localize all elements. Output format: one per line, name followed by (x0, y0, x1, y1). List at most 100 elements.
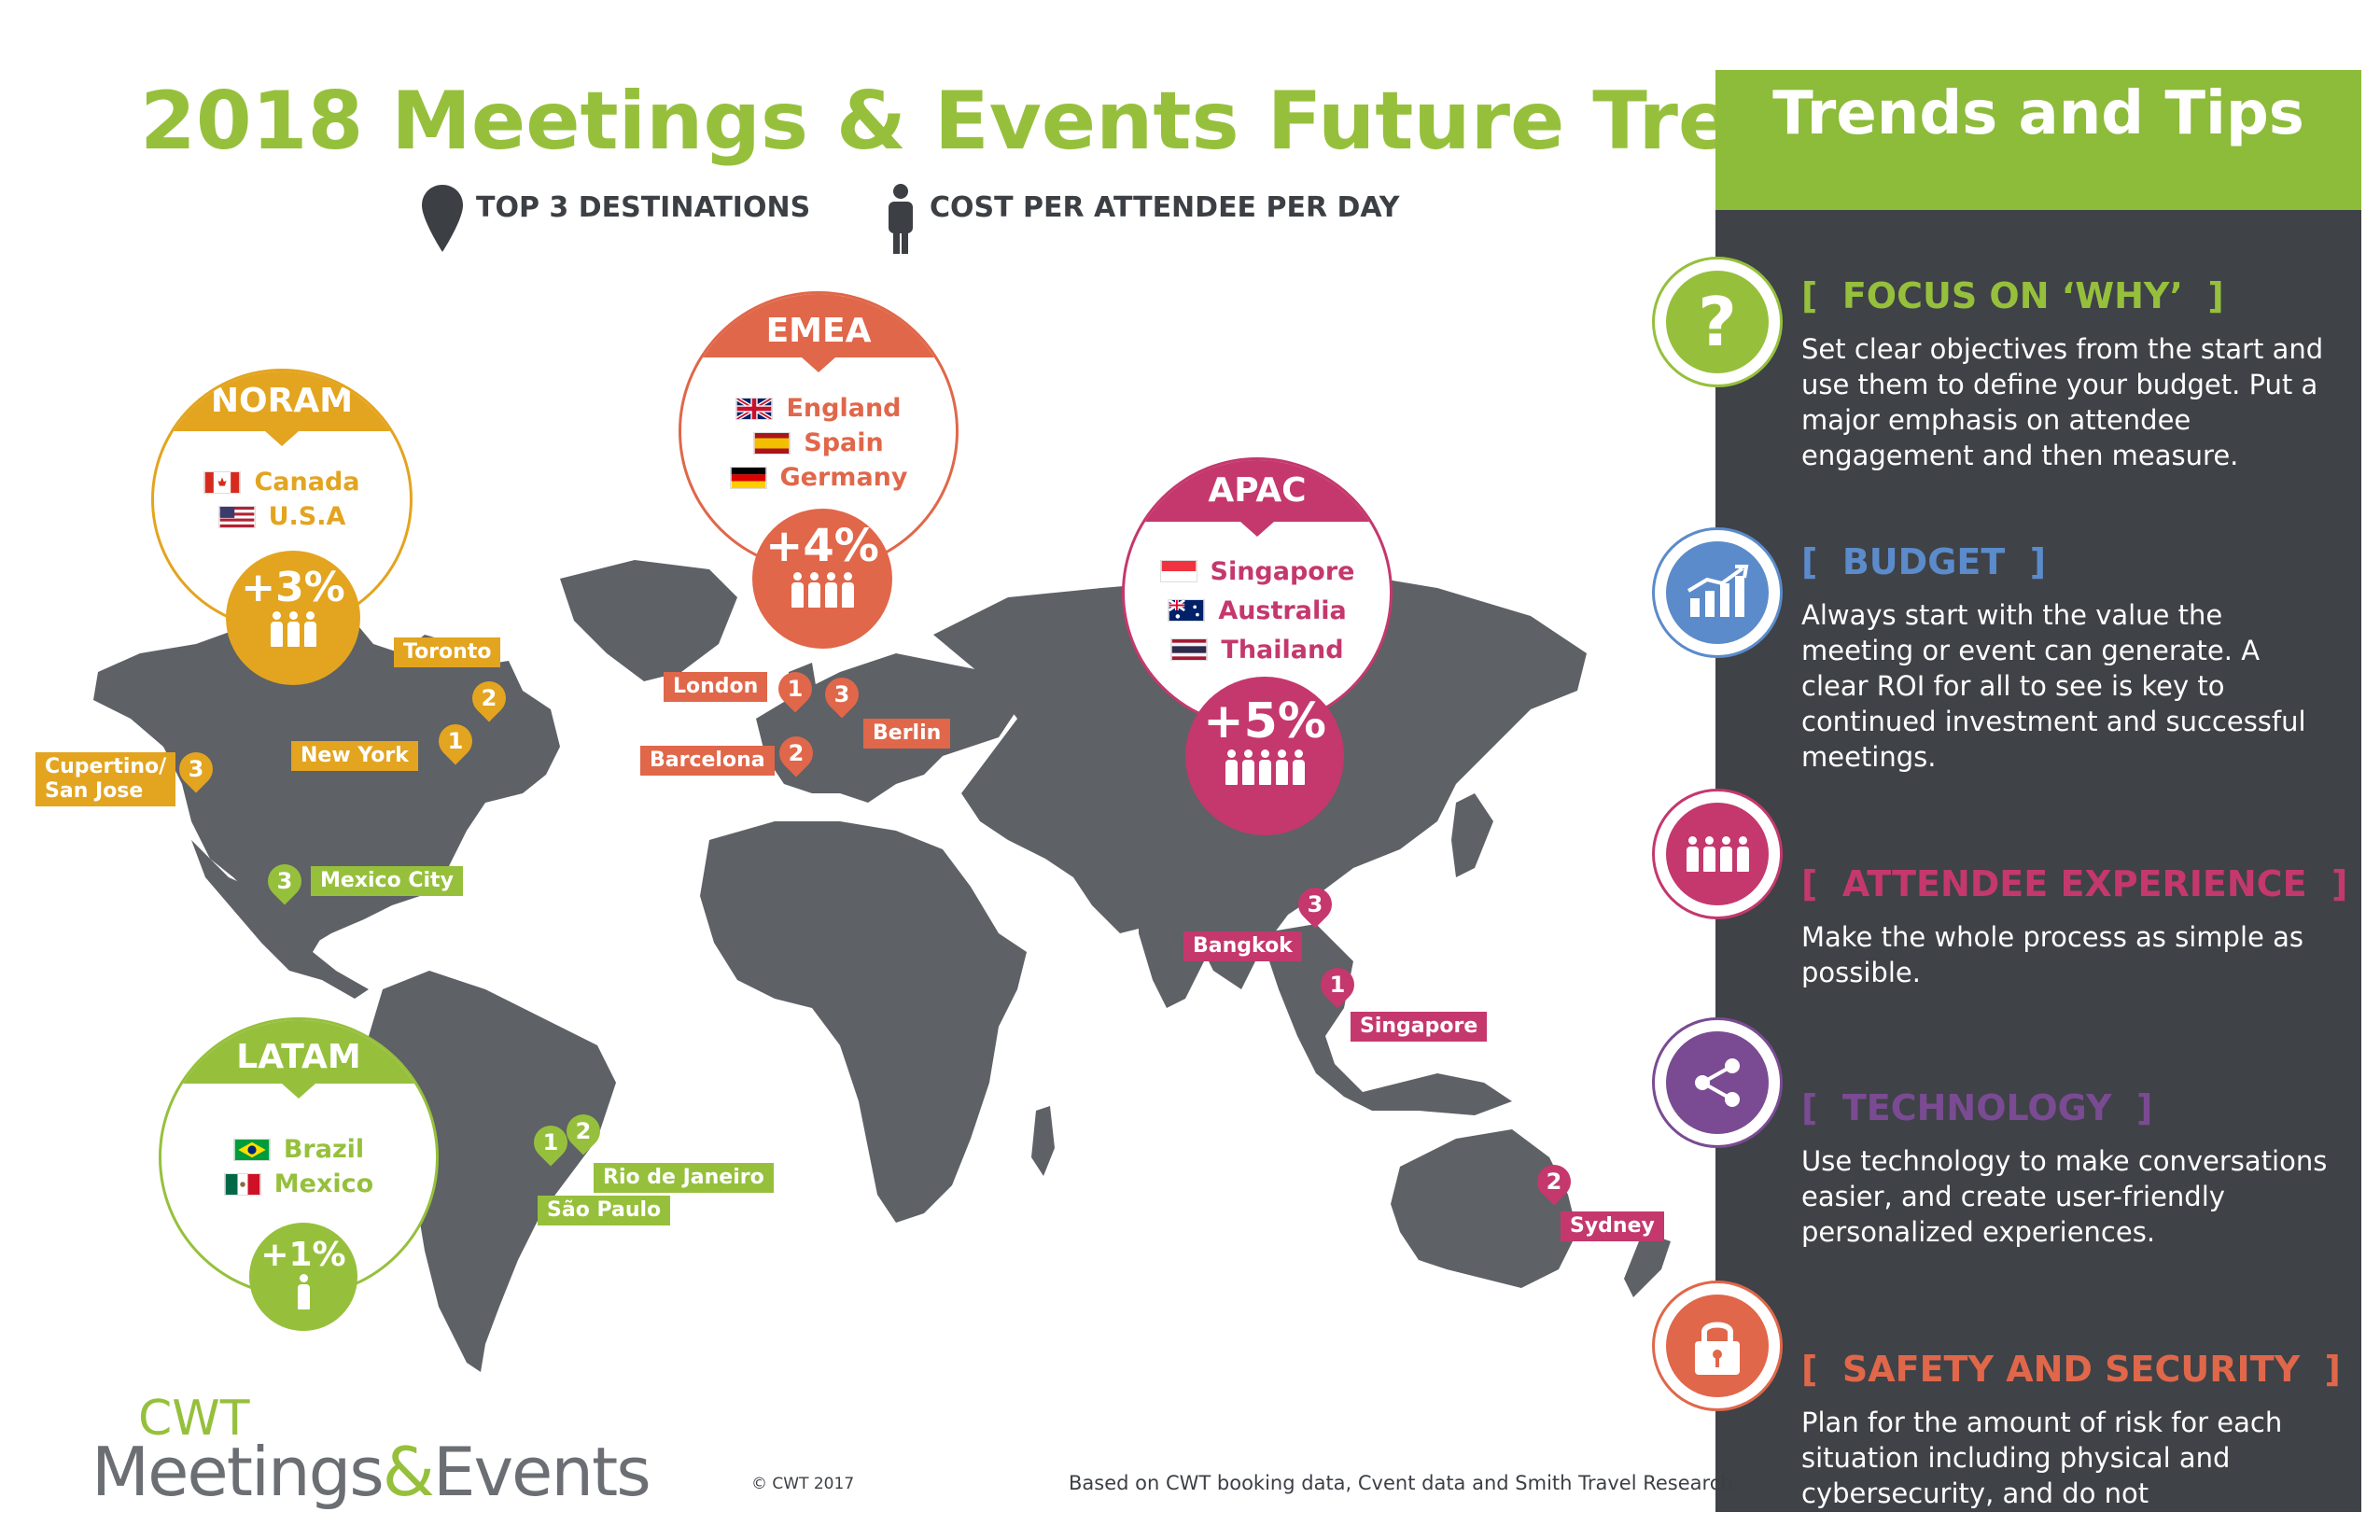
location-pin-icon (422, 185, 463, 252)
tip-heading-text: BUDGET (1841, 541, 2006, 582)
southeast-asia-shape (1260, 924, 1512, 1115)
japan-shape (1451, 793, 1493, 877)
attendees-icon (226, 611, 360, 647)
city-label-cupertino: Cupertino/San Jose (35, 752, 176, 806)
spain-flag-icon (753, 431, 791, 455)
city-label-rio: Rio de Janeiro (594, 1163, 774, 1193)
country-name: U.S.A (268, 502, 346, 531)
copyright: © CWT 2017 (751, 1475, 855, 1493)
question-mark-icon: ? (1652, 257, 1783, 387)
world-map (93, 560, 1671, 1372)
tip-body: Make the whole process as simple as poss… (1801, 921, 2303, 988)
pin-rank: 2 (481, 685, 497, 711)
sidebar-header-band (1715, 70, 2361, 210)
pin-mexico-city: 3 (260, 857, 309, 905)
attendees-icon (249, 1274, 357, 1309)
country-name: Canada (254, 468, 360, 497)
region-latam-pointer (282, 1084, 315, 1099)
legend-cost: COST PER ATTENDEE PER DAY (930, 191, 1400, 224)
pin-rank: 3 (188, 756, 204, 782)
city-label-mexico-city: Mexico City (311, 866, 463, 896)
pin-rank: 1 (787, 676, 804, 702)
city-label-sydney: Sydney (1561, 1211, 1664, 1241)
region-noram-name: NORAM (210, 382, 354, 420)
attendees-icon (1185, 749, 1344, 785)
source-note: Based on CWT booking data, Cvent data an… (1069, 1472, 1740, 1494)
tip-heading-text: ATTENDEE EXPERIENCE (1841, 863, 2307, 904)
tip-body: Always start with the value the meeting … (1801, 599, 2306, 773)
tip-heading-text: SAFETY AND SECURITY (1841, 1349, 2301, 1390)
country-name: Brazil (283, 1135, 365, 1164)
country-row: Singapore (1125, 552, 1390, 591)
singapore-flag-icon (1159, 560, 1197, 582)
region-emea-cost-badge: +4% (752, 509, 892, 649)
region-apac-cost-badge: +5% (1185, 677, 1344, 835)
pin-rank: 2 (1546, 1169, 1562, 1195)
region-emea-header: EMEA (681, 294, 956, 357)
central-america-shape (191, 840, 369, 999)
pin-new-york: 1 (431, 717, 480, 765)
region-noram-cost-badge: +3% (226, 551, 360, 685)
country-row: Thailand (1125, 630, 1390, 669)
sidebar-title: Trends and Tips (1772, 79, 2304, 148)
pin-rank: 3 (1307, 891, 1323, 917)
country-name: Thailand (1221, 635, 1344, 665)
city-label-singapore: Singapore (1351, 1012, 1488, 1042)
region-latam-name: LATAM (236, 1038, 361, 1076)
city-label-bangkok: Bangkok (1183, 931, 1302, 961)
country-row: Germany (681, 460, 956, 495)
pin-rank: 1 (1329, 972, 1346, 998)
city-label-barcelona: Barcelona (640, 746, 775, 776)
country-row: England (681, 391, 956, 426)
uk-flag-icon (735, 397, 774, 420)
region-apac-name: APAC (1208, 471, 1307, 510)
tip-heading: [ BUDGET ] (1801, 541, 2047, 582)
region-noram-change: +3% (241, 564, 345, 611)
pin-cupertino: 3 (172, 745, 220, 793)
pin-barcelona: 2 (772, 729, 820, 777)
region-latam-change: +1% (260, 1236, 346, 1274)
growth-chart-icon (1652, 527, 1783, 658)
city-label-sao-paulo: São Paulo (538, 1196, 671, 1225)
meetings-events-logo: Meetings&Events (91, 1433, 651, 1511)
city-label-new-york: New York (291, 741, 418, 771)
country-name: England (786, 394, 902, 423)
mexico-flag-icon (223, 1172, 261, 1196)
pin-rank: 1 (542, 1129, 559, 1155)
brazil-flag-icon (232, 1138, 271, 1161)
pin-bangkok: 3 (1291, 880, 1339, 929)
tip-body: Plan for the amount of risk for each sit… (1801, 1407, 2283, 1540)
germany-flag-icon (729, 466, 767, 489)
canada-flag-icon (203, 470, 242, 494)
cwt-logo-top: CWT (138, 1391, 250, 1447)
city-label-london: London (664, 672, 768, 702)
tip-heading-text: TECHNOLOGY (1841, 1087, 2112, 1128)
attendee-icon (889, 184, 913, 254)
india-shape (1139, 896, 1213, 1008)
pin-toronto: 2 (465, 674, 513, 722)
padlock-icon (1652, 1281, 1783, 1411)
pin-rio: 2 (559, 1107, 608, 1155)
pin-rank: 2 (575, 1118, 592, 1144)
region-noram-countries: Canada U.S.A (154, 465, 410, 534)
region-latam-header: LATAM (161, 1020, 436, 1084)
pin-rank: 2 (788, 740, 805, 766)
region-apac-countries: Singapore Australia Thailand (1125, 552, 1390, 669)
region-noram-header: NORAM (154, 371, 410, 431)
legend-destinations: TOP 3 DESTINATIONS (476, 191, 811, 224)
north-america-shape (93, 616, 560, 947)
pin-rank: 3 (276, 868, 293, 894)
australia-shape (1391, 1129, 1577, 1288)
usa-flag-icon (217, 505, 256, 528)
pin-london: 1 (771, 665, 819, 713)
region-emea-change: +4% (765, 520, 879, 572)
region-latam: LATAM Brazil Mexico (159, 1017, 439, 1297)
attendees-icon (1652, 789, 1783, 919)
country-name: Spain (804, 428, 884, 457)
region-emea-name: EMEA (765, 312, 872, 350)
country-row: Mexico (161, 1167, 436, 1201)
country-row: Brazil (161, 1132, 436, 1167)
logo-events: Events (432, 1433, 651, 1511)
tip-heading-text: FOCUS ON ‘WHY’ (1841, 275, 2183, 316)
africa-shape (700, 821, 1027, 1223)
